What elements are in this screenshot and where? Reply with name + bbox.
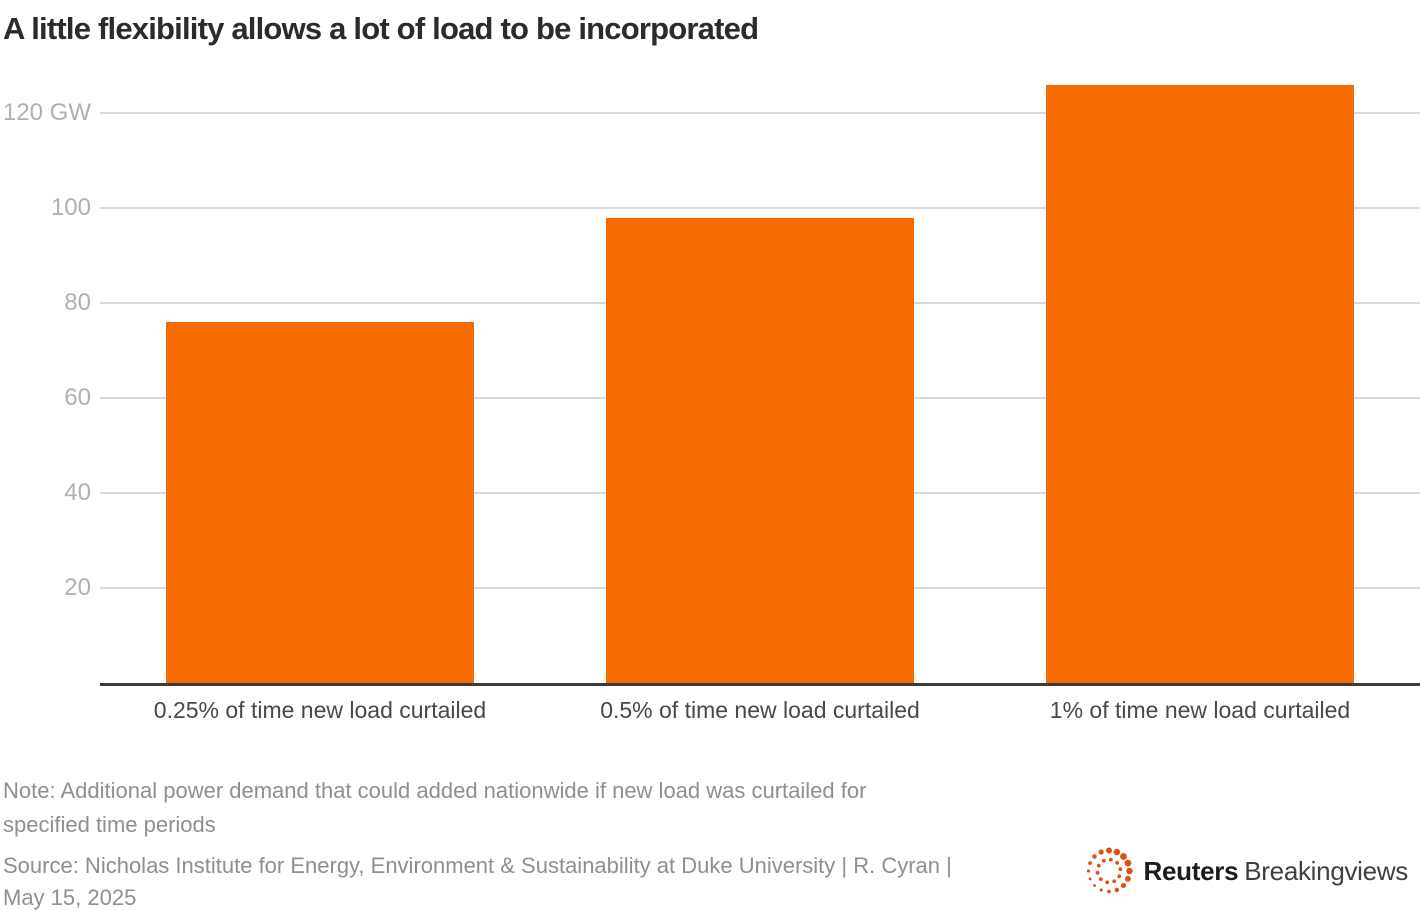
brand-wordmark: Reuters Breakingviews: [1143, 855, 1409, 887]
x-category-label: 1% of time new load curtailed: [1049, 697, 1351, 723]
plot-area: 20 40 60 80 100 120 GW: [0, 75, 1420, 683]
chart-note-line2: specified time periods: [3, 812, 216, 837]
y-tick-label: 20: [64, 574, 91, 601]
x-category-label: 0.5% of time new load curtailed: [600, 697, 920, 723]
bar-0.25% of time new load curtailed: [166, 322, 474, 683]
reuters-dotted-circle-icon: [1086, 847, 1133, 894]
chart-note-line1: Note: Additional power demand that could…: [3, 778, 867, 803]
x-axis-baseline: [100, 683, 1420, 686]
x-axis-labels: 0.25% of time new load curtailed 0.5% of …: [0, 697, 1420, 729]
chart-note: Note: Additional power demand that could…: [3, 774, 866, 842]
chart-title: A little flexibility allows a lot of loa…: [3, 11, 759, 46]
y-gridline: [100, 112, 1420, 114]
brand-name-reuters: Reuters: [1143, 855, 1239, 886]
y-tick-label: 100: [50, 194, 91, 221]
chart-source-line2: May 15, 2025: [3, 885, 137, 910]
brand-name-breakingviews: Breakingviews: [1244, 855, 1408, 886]
y-gridline: [100, 207, 1420, 209]
y-tick-label: 40: [64, 479, 91, 506]
bar-0.5% of time new load curtailed: [606, 217, 914, 683]
y-tick-label: 60: [64, 384, 91, 411]
bar-1% of time new load curtailed: [1046, 84, 1354, 683]
chart-source-line1: Source: Nicholas Institute for Energy, E…: [3, 853, 952, 878]
reuters-breakingviews-logo: Reuters Breakingviews: [1083, 845, 1408, 897]
chart-source: Source: Nicholas Institute for Energy, E…: [3, 850, 952, 910]
y-tick-label: 120 GW: [2, 99, 91, 126]
y-tick-label: 80: [64, 289, 91, 316]
x-category-label: 0.25% of time new load curtailed: [153, 697, 487, 723]
